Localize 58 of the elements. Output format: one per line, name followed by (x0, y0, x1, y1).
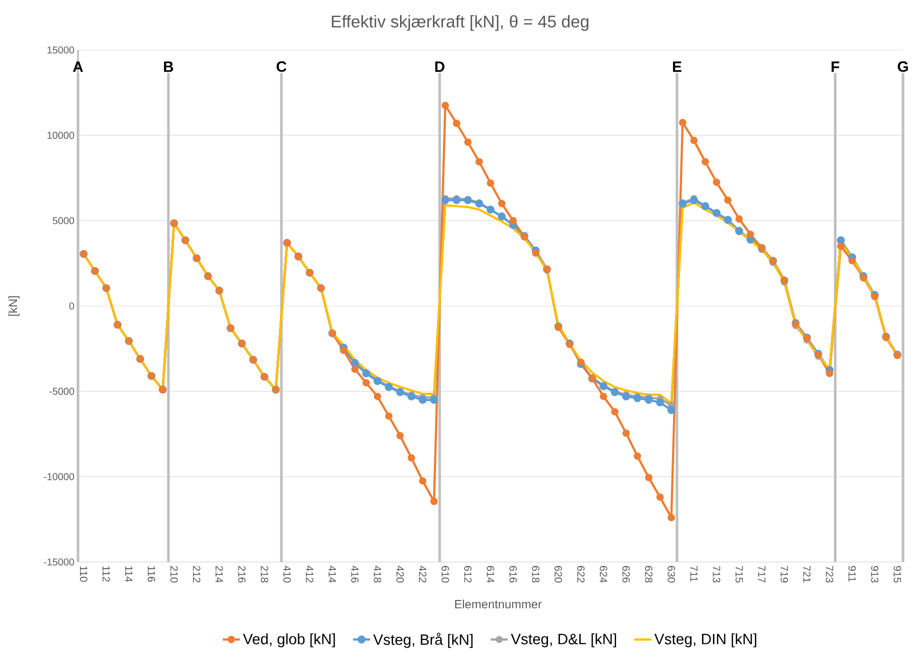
x-tick-label: 717 (758, 566, 766, 582)
y-tick-label: 5000 (52, 217, 74, 224)
x-tick-label: 711 (690, 566, 698, 582)
x-tick-label: 410 (283, 566, 291, 583)
x-tick-label: 412 (306, 566, 314, 582)
y-axis-title: [kN] (8, 296, 20, 316)
annotation: G (898, 61, 908, 72)
x-tick-label: 626 (622, 566, 630, 583)
x-tick-label: 212 (193, 566, 200, 582)
y-tick-label: 0 (69, 302, 74, 310)
legend-label: Ved, glob [kN] (242, 633, 335, 648)
x-tick-label: 719 (780, 566, 788, 582)
x-tick-label: 715 (735, 566, 743, 583)
annotation: F (832, 62, 840, 72)
legend-label: Vsteg, DIN [kN] (654, 633, 756, 648)
y-tick-label: -10000 (44, 473, 74, 480)
chart-title: Effektiv skjærkraft [kN], θ = 45 deg (332, 15, 588, 31)
y-tick-label: 10000 (48, 132, 74, 139)
x-tick-label: 422 (419, 566, 426, 582)
x-tick-label: 210 (170, 566, 178, 583)
legend-label: Vsteg, D&L [kN] (510, 633, 616, 648)
x-tick-label: 612 (464, 566, 472, 582)
x-tick-label: 116 (148, 566, 156, 582)
x-tick-label: 628 (645, 566, 652, 583)
x-tick-label: 622 (577, 566, 585, 582)
x-tick-label: 216 (238, 566, 246, 583)
annotation: D (435, 62, 444, 72)
x-tick-label: 114 (125, 566, 132, 582)
x-tick-label: 723 (826, 566, 834, 583)
x-tick-label: 620 (554, 566, 562, 583)
x-tick-label: 416 (351, 566, 359, 583)
y-tick-label: -15000 (44, 558, 74, 566)
x-tick-label: 420 (396, 566, 404, 583)
x-tick-label: 414 (328, 566, 336, 583)
x-tick-label: 616 (509, 566, 517, 583)
x-tick-label: 614 (486, 566, 494, 583)
x-tick-label: 915 (894, 566, 902, 583)
x-tick-label: 624 (600, 566, 608, 583)
x-tick-label: 713 (712, 566, 720, 583)
x-tick-label: 214 (216, 566, 223, 583)
x-tick-label: 610 (442, 566, 449, 583)
x-axis-title: Elementnummer (455, 600, 542, 608)
x-tick-label: 112 (102, 566, 110, 582)
x-tick-label: 721 (803, 566, 811, 582)
annotation: C (276, 61, 286, 72)
y-tick-label: 15000 (48, 46, 74, 54)
annotation: E (672, 62, 682, 72)
legend-label: Vsteg, Brå [kN] (373, 632, 473, 648)
annotation: B (164, 62, 174, 72)
x-tick-label: 630 (668, 566, 676, 583)
y-tick-label: -5000 (49, 388, 74, 395)
x-tick-label: 218 (260, 566, 268, 583)
x-tick-label: 418 (374, 566, 382, 583)
annotation: A (72, 62, 83, 72)
x-tick-label: 618 (532, 566, 540, 583)
x-tick-label: 913 (871, 566, 878, 583)
x-tick-label: 110 (80, 566, 88, 582)
x-tick-label: 911 (848, 566, 856, 582)
